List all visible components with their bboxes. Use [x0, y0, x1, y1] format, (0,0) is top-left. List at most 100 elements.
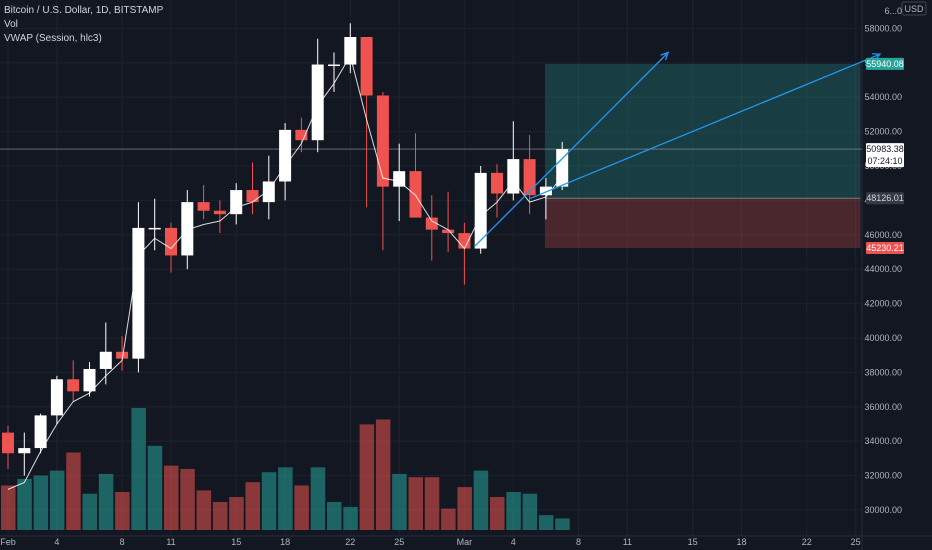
volume-bar	[555, 518, 570, 530]
price-tick-label: 40000.00	[864, 333, 902, 343]
volume-bar	[17, 478, 32, 530]
volume-bar	[245, 482, 260, 530]
volume-bar	[473, 470, 489, 530]
profit-zone[interactable]	[544, 63, 861, 199]
countdown-label: 07:24:10	[867, 156, 902, 166]
stop-price-tag-bg	[866, 242, 904, 255]
time-tick-label: 25	[394, 537, 404, 547]
candle[interactable]	[344, 37, 357, 65]
stop-price-tag: 45230.21	[866, 243, 904, 253]
volume-bar	[359, 424, 375, 530]
projection-arrow[interactable]	[473, 52, 669, 248]
candle[interactable]	[181, 202, 194, 256]
volume-bar	[229, 497, 244, 530]
candle[interactable]	[99, 351, 112, 369]
volume-bar	[310, 467, 326, 530]
projection-arrow[interactable]	[529, 53, 881, 200]
volume-bar	[278, 467, 293, 530]
candle[interactable]	[213, 210, 226, 215]
current-price-tag-bg	[866, 143, 904, 168]
currency-box[interactable]	[901, 1, 927, 16]
volume-bar	[538, 515, 554, 530]
volume-bar	[506, 492, 521, 530]
vwap-legend: VWAP (Session, hlc3)	[4, 33, 102, 44]
candle[interactable]	[442, 229, 455, 234]
time-tick-label: 18	[280, 537, 290, 547]
candle[interactable]	[67, 379, 80, 392]
candle[interactable]	[523, 159, 536, 196]
candle[interactable]	[230, 190, 243, 215]
volume-bar	[180, 468, 195, 530]
time-tick-label: 4	[54, 537, 59, 547]
candle[interactable]	[50, 379, 63, 416]
price-tick-label: 32000.00	[864, 471, 902, 481]
arrow-head	[660, 51, 670, 61]
candle[interactable]	[491, 172, 503, 194]
volume-legend: Vol	[4, 19, 18, 30]
candle[interactable]	[2, 432, 14, 454]
candle[interactable]	[34, 415, 47, 449]
candle[interactable]	[18, 448, 31, 454]
time-tick-label: 11	[623, 537, 632, 547]
candle[interactable]	[116, 351, 129, 359]
time-tick-label: 15	[231, 537, 241, 547]
entry-price-tag: 48126.01	[866, 193, 904, 203]
price-tick-label: 30000.00	[864, 505, 902, 515]
price-tick-label: 46000.00	[864, 230, 902, 240]
candle[interactable]	[409, 171, 422, 218]
time-tick-label: 15	[688, 537, 698, 547]
volume-bar	[82, 493, 97, 530]
time-tick-label: 18	[736, 537, 746, 547]
candle[interactable]	[360, 37, 373, 96]
target-price-tag: 55940.08	[866, 59, 904, 69]
time-tick-label: 25	[851, 537, 861, 547]
candle[interactable]	[311, 64, 324, 141]
candle[interactable]	[148, 227, 161, 230]
volume-bar	[164, 465, 179, 530]
volume-bar	[49, 470, 65, 530]
time-tick-label: 11	[166, 537, 175, 547]
volume-bar	[392, 473, 407, 530]
candle[interactable]	[295, 129, 308, 141]
price-tick-label: 54000.00	[864, 92, 902, 102]
volume-bar	[115, 492, 130, 530]
volume-bar	[212, 501, 228, 530]
candle[interactable]	[507, 159, 520, 194]
time-tick-label: Feb	[0, 537, 16, 547]
price-tick-label: 52000.00	[864, 127, 902, 137]
candle[interactable]	[376, 95, 389, 187]
candle[interactable]	[132, 227, 145, 359]
time-tick-label: 4	[511, 537, 516, 547]
price-tick-label: 42000.00	[864, 299, 902, 309]
volume-bar	[196, 490, 212, 530]
candle[interactable]	[393, 171, 406, 187]
entry-price-tag-bg	[866, 192, 904, 205]
volume-bar	[66, 452, 81, 530]
target-price-tag-bg	[866, 57, 904, 70]
top-price-label: 6...0	[884, 6, 902, 16]
candle[interactable]	[262, 181, 275, 203]
volume-bar	[98, 473, 114, 530]
volume-bar	[294, 485, 309, 530]
candle[interactable]	[328, 64, 340, 67]
candle[interactable]	[425, 217, 438, 230]
loss-zone[interactable]	[544, 198, 861, 249]
volume-bar	[33, 475, 49, 530]
volume-bar	[522, 493, 538, 530]
candle[interactable]	[556, 149, 569, 187]
volume-bar	[131, 407, 146, 530]
volume-bar	[375, 419, 391, 530]
candle[interactable]	[279, 129, 292, 182]
time-tick-label: 8	[120, 537, 125, 547]
candle[interactable]	[474, 172, 487, 249]
time-tick-label: 22	[345, 537, 355, 547]
candle[interactable]	[165, 227, 177, 256]
candle[interactable]	[197, 202, 210, 211]
candle[interactable]	[83, 368, 96, 392]
candle[interactable]	[246, 190, 259, 203]
price-tick-label: 44000.00	[864, 264, 902, 274]
volume-bar	[408, 477, 423, 530]
price-tick-label: 34000.00	[864, 436, 902, 446]
candle[interactable]	[539, 186, 552, 196]
